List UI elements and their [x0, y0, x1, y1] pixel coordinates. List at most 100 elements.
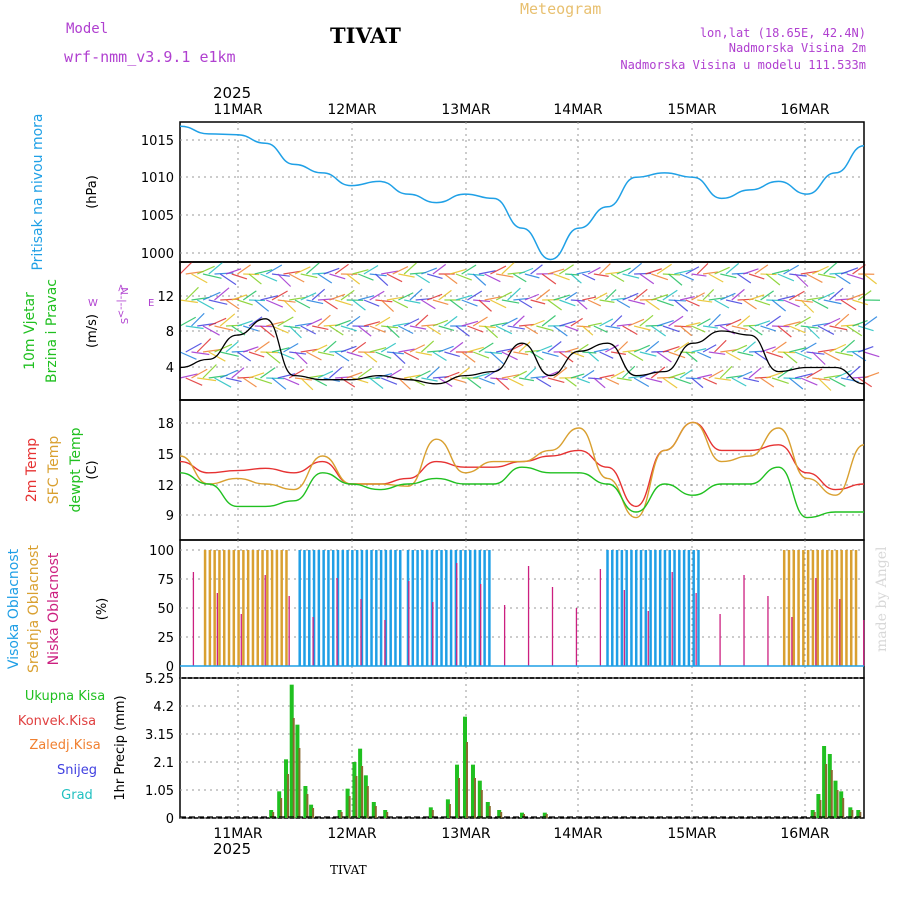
wind-barb	[582, 369, 595, 379]
wind-barb	[863, 316, 878, 327]
wind-barb	[415, 273, 430, 284]
wind-barb	[858, 325, 874, 332]
wind-barb	[214, 377, 232, 388]
wind-barb	[179, 260, 194, 275]
wind-barb	[202, 291, 221, 301]
wind-barb	[748, 325, 763, 336]
year-top: 2025	[213, 84, 251, 102]
wind-barb	[254, 341, 270, 353]
wind-barb	[202, 273, 222, 279]
panel-frame	[179, 121, 865, 263]
wind-barb	[564, 325, 579, 332]
wind-barb	[823, 317, 841, 327]
wind-barb	[421, 267, 438, 275]
wind-barb	[392, 351, 406, 365]
wind-barb	[806, 296, 825, 301]
precip-bar	[848, 807, 853, 818]
wind-barb	[800, 377, 818, 386]
wind-barb	[593, 377, 606, 389]
wind-barb	[478, 299, 492, 312]
precip-bar	[827, 754, 832, 818]
wind-barb	[496, 273, 514, 278]
wind-barb	[622, 325, 638, 336]
wind-barb	[553, 367, 568, 379]
y-tick-label: 1000	[141, 247, 174, 262]
wind-barb	[455, 294, 473, 301]
wind-barb	[541, 371, 559, 379]
wind-barb	[685, 351, 698, 363]
wind-barb	[811, 299, 829, 309]
wind-barb	[748, 273, 765, 280]
wind-barb	[766, 351, 784, 358]
wind-barb	[645, 268, 662, 275]
wind-barb	[651, 294, 669, 301]
y-tick-label: 15	[157, 448, 174, 463]
wind-barb	[323, 340, 337, 353]
wind-barb	[605, 271, 621, 275]
wind-barb	[243, 346, 259, 353]
wind-barb	[501, 299, 520, 304]
wind-barb	[524, 293, 540, 301]
wind-barb	[628, 299, 645, 305]
wind-barb	[214, 287, 230, 301]
wind-barb	[214, 272, 234, 275]
y-tick-label: 75	[157, 573, 174, 588]
unit-label: (%)	[95, 598, 110, 621]
wind-barb	[783, 351, 798, 364]
wind-barb	[495, 291, 512, 301]
y-tick-label: 3.15	[145, 728, 174, 743]
wind-barb	[691, 273, 707, 277]
wind-barb	[725, 262, 740, 275]
wind-barb	[731, 344, 748, 353]
wind-barb	[334, 263, 349, 275]
wind-barb	[277, 373, 296, 379]
wind-barb	[604, 289, 617, 301]
wind-barb	[811, 351, 826, 365]
wind-barb	[570, 273, 582, 284]
wind-barb	[737, 273, 752, 284]
wind-barb	[265, 299, 284, 308]
precip-bar-conv	[340, 812, 343, 818]
wind-barb	[432, 319, 449, 327]
wind-barb	[587, 322, 602, 327]
wind-barb	[766, 299, 784, 302]
wind-barb	[501, 317, 518, 327]
wind-barb	[547, 299, 562, 311]
wind-barb	[478, 342, 494, 353]
compass-n: N	[120, 287, 131, 294]
wind-barb	[599, 263, 611, 275]
date-label-top: 11MAR	[213, 102, 262, 118]
wind-barb	[185, 286, 199, 301]
y-tick-label: 12	[157, 479, 174, 494]
precip-bar	[284, 759, 289, 818]
wind-barb	[737, 315, 751, 327]
wind-barb	[800, 270, 819, 275]
wind-barb	[829, 343, 847, 353]
pressure-line	[179, 125, 865, 261]
wind-barb	[685, 299, 700, 307]
wind-barb	[714, 377, 731, 381]
wind-barb	[398, 325, 414, 335]
wind-barb	[530, 319, 545, 327]
wind-barb	[536, 289, 551, 301]
wind-barb	[196, 265, 215, 275]
wind-barb	[197, 377, 217, 382]
wind-barb	[248, 372, 265, 379]
wind-barb	[495, 377, 510, 391]
y-tick-label: 5.25	[145, 672, 174, 687]
wind-barb	[725, 351, 741, 361]
wind-barb	[639, 314, 654, 327]
wind-barb	[737, 351, 754, 357]
wind-barb	[610, 273, 625, 283]
wind-barb	[697, 374, 713, 379]
wind-barb	[547, 341, 562, 353]
wind-barb	[714, 339, 727, 353]
wind-barb	[363, 351, 378, 363]
wind-barb	[668, 372, 686, 379]
wind-barb	[196, 299, 215, 310]
wind-barb	[191, 312, 205, 327]
wind-barb	[725, 318, 742, 327]
wind-barb	[444, 315, 458, 327]
wind-barb	[415, 314, 429, 327]
wind-barb	[266, 321, 284, 327]
